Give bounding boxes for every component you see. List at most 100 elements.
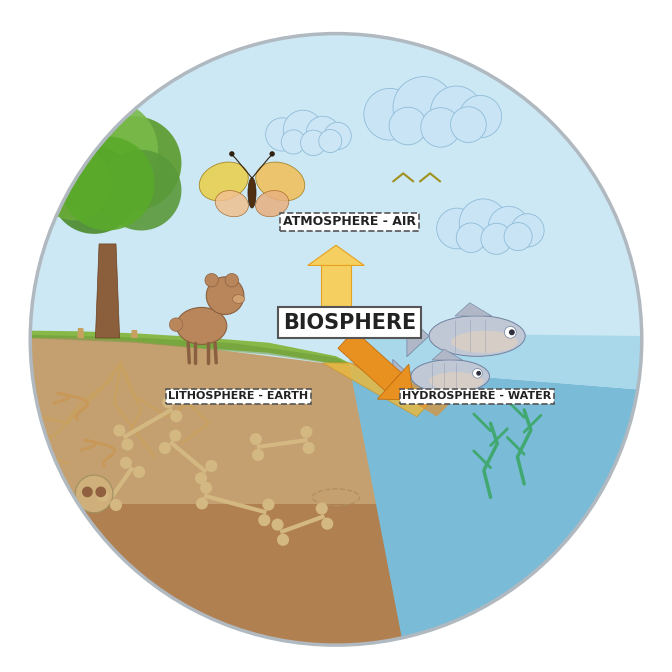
Circle shape <box>122 438 134 450</box>
Ellipse shape <box>255 191 289 216</box>
Polygon shape <box>77 328 84 338</box>
Circle shape <box>300 130 326 155</box>
Circle shape <box>265 118 299 151</box>
Circle shape <box>284 110 323 149</box>
Circle shape <box>459 199 507 247</box>
Circle shape <box>205 274 218 287</box>
Circle shape <box>364 89 415 140</box>
Circle shape <box>34 123 128 217</box>
Ellipse shape <box>429 316 526 356</box>
Ellipse shape <box>248 178 256 208</box>
Ellipse shape <box>256 162 304 201</box>
Polygon shape <box>27 331 349 366</box>
Circle shape <box>481 223 512 254</box>
Circle shape <box>271 519 284 531</box>
Text: BIOSPHERE: BIOSPHERE <box>283 312 416 333</box>
Circle shape <box>225 274 239 287</box>
Circle shape <box>133 466 145 478</box>
Circle shape <box>196 497 208 509</box>
Circle shape <box>30 34 642 645</box>
Polygon shape <box>349 363 450 417</box>
Circle shape <box>75 475 113 513</box>
Polygon shape <box>30 504 642 645</box>
Circle shape <box>319 130 342 153</box>
Circle shape <box>97 490 109 502</box>
Polygon shape <box>455 302 492 316</box>
Circle shape <box>300 426 312 438</box>
Circle shape <box>101 150 181 230</box>
Circle shape <box>200 482 212 494</box>
Circle shape <box>169 318 183 331</box>
Circle shape <box>262 499 274 511</box>
Circle shape <box>489 206 529 247</box>
Circle shape <box>389 107 427 145</box>
Circle shape <box>430 86 482 138</box>
Circle shape <box>57 99 158 200</box>
Circle shape <box>437 208 477 249</box>
Circle shape <box>110 499 122 511</box>
Circle shape <box>250 433 262 445</box>
Circle shape <box>321 517 333 530</box>
Circle shape <box>114 425 126 437</box>
Polygon shape <box>349 333 642 390</box>
Circle shape <box>37 146 111 220</box>
Circle shape <box>169 429 181 442</box>
Circle shape <box>393 77 454 138</box>
Polygon shape <box>131 330 138 338</box>
Circle shape <box>472 368 482 378</box>
Circle shape <box>87 116 181 210</box>
Ellipse shape <box>215 191 249 216</box>
Circle shape <box>269 151 275 157</box>
Circle shape <box>162 396 174 409</box>
Circle shape <box>229 151 235 157</box>
Ellipse shape <box>200 162 248 201</box>
Circle shape <box>82 487 93 497</box>
Circle shape <box>316 503 328 515</box>
Ellipse shape <box>411 360 489 393</box>
Circle shape <box>450 107 487 142</box>
Polygon shape <box>407 315 429 357</box>
Text: LITHOSPHERE - EARTH: LITHOSPHERE - EARTH <box>169 392 308 401</box>
Circle shape <box>456 223 486 253</box>
Polygon shape <box>321 265 351 306</box>
Circle shape <box>252 449 264 461</box>
Circle shape <box>324 122 351 149</box>
Polygon shape <box>30 336 642 645</box>
Circle shape <box>159 442 171 454</box>
Circle shape <box>306 116 339 150</box>
Circle shape <box>277 534 289 546</box>
Circle shape <box>206 277 244 314</box>
Circle shape <box>258 514 270 526</box>
Circle shape <box>476 371 481 376</box>
Circle shape <box>206 460 218 472</box>
Text: HYDROSPHERE - WATER: HYDROSPHERE - WATER <box>403 392 552 401</box>
Polygon shape <box>308 245 364 265</box>
Circle shape <box>195 472 207 485</box>
Circle shape <box>504 222 532 251</box>
Polygon shape <box>378 364 413 400</box>
Text: ATMOSPHERE - AIR: ATMOSPHERE - AIR <box>283 215 416 228</box>
Circle shape <box>30 34 642 645</box>
Circle shape <box>120 457 132 469</box>
Ellipse shape <box>176 308 226 345</box>
Circle shape <box>505 327 516 338</box>
Ellipse shape <box>233 295 245 304</box>
Circle shape <box>421 108 460 147</box>
Polygon shape <box>338 331 401 390</box>
Circle shape <box>170 410 182 422</box>
Circle shape <box>509 329 515 335</box>
Circle shape <box>60 136 155 230</box>
Circle shape <box>511 214 544 247</box>
Ellipse shape <box>452 331 517 353</box>
Circle shape <box>50 146 138 234</box>
Polygon shape <box>95 244 120 338</box>
Polygon shape <box>349 366 642 645</box>
Circle shape <box>281 130 305 154</box>
Ellipse shape <box>429 372 484 390</box>
Circle shape <box>95 487 106 497</box>
Polygon shape <box>27 335 349 366</box>
Circle shape <box>459 95 501 138</box>
Polygon shape <box>432 349 462 360</box>
Polygon shape <box>392 360 411 393</box>
Polygon shape <box>323 363 437 417</box>
